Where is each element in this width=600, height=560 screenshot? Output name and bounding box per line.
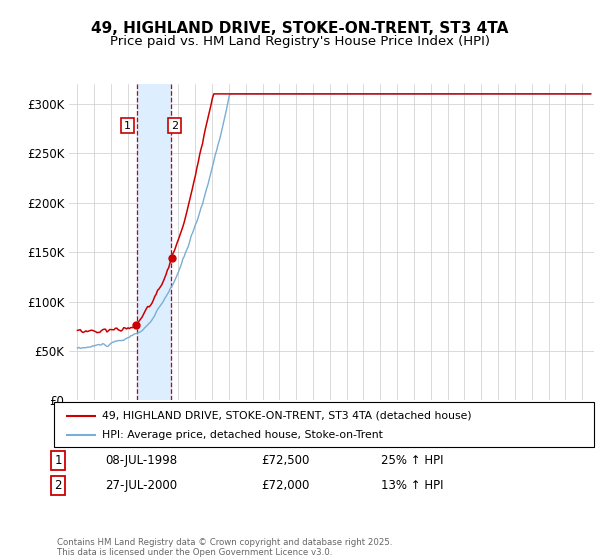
Text: £72,500: £72,500 bbox=[261, 454, 310, 467]
Text: 08-JUL-1998: 08-JUL-1998 bbox=[105, 454, 177, 467]
Text: 49, HIGHLAND DRIVE, STOKE-ON-TRENT, ST3 4TA: 49, HIGHLAND DRIVE, STOKE-ON-TRENT, ST3 … bbox=[91, 21, 509, 36]
Text: 25% ↑ HPI: 25% ↑ HPI bbox=[381, 454, 443, 467]
Text: HPI: Average price, detached house, Stoke-on-Trent: HPI: Average price, detached house, Stok… bbox=[102, 431, 383, 441]
Text: 2: 2 bbox=[55, 479, 62, 492]
Text: 13% ↑ HPI: 13% ↑ HPI bbox=[381, 479, 443, 492]
Text: Contains HM Land Registry data © Crown copyright and database right 2025.
This d: Contains HM Land Registry data © Crown c… bbox=[57, 538, 392, 557]
Bar bbox=[137, 84, 171, 400]
Text: Price paid vs. HM Land Registry's House Price Index (HPI): Price paid vs. HM Land Registry's House … bbox=[110, 35, 490, 48]
Text: £72,000: £72,000 bbox=[261, 479, 310, 492]
Text: 27-JUL-2000: 27-JUL-2000 bbox=[105, 479, 177, 492]
Text: 49, HIGHLAND DRIVE, STOKE-ON-TRENT, ST3 4TA (detached house): 49, HIGHLAND DRIVE, STOKE-ON-TRENT, ST3 … bbox=[102, 411, 472, 421]
Text: 2: 2 bbox=[171, 120, 178, 130]
Text: 1: 1 bbox=[55, 454, 62, 467]
Text: 1: 1 bbox=[124, 120, 131, 130]
